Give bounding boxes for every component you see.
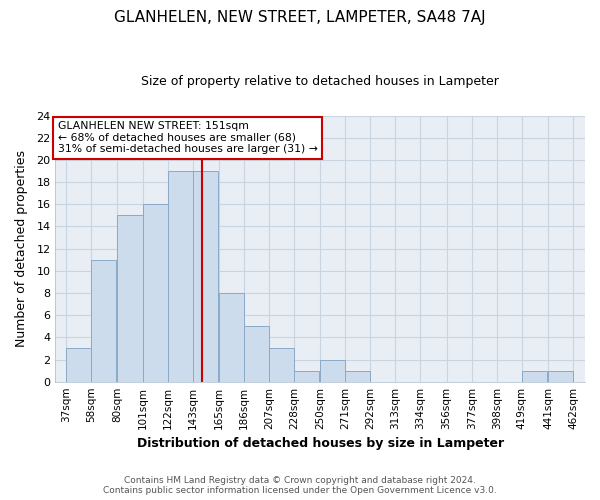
Bar [522, 370, 547, 382]
Bar [294, 370, 319, 382]
Text: GLANHELEN NEW STREET: 151sqm
← 68% of detached houses are smaller (68)
31% of se: GLANHELEN NEW STREET: 151sqm ← 68% of de… [58, 121, 318, 154]
Y-axis label: Number of detached properties: Number of detached properties [15, 150, 28, 347]
Bar [118, 216, 143, 382]
Bar [66, 348, 91, 382]
Bar [91, 260, 116, 382]
Bar [244, 326, 269, 382]
Bar [143, 204, 167, 382]
Bar [269, 348, 294, 382]
Bar [345, 370, 370, 382]
Title: Size of property relative to detached houses in Lampeter: Size of property relative to detached ho… [141, 75, 499, 88]
Bar [320, 360, 345, 382]
Bar [219, 293, 244, 382]
Bar [193, 171, 218, 382]
Text: Contains HM Land Registry data © Crown copyright and database right 2024.
Contai: Contains HM Land Registry data © Crown c… [103, 476, 497, 495]
Text: GLANHELEN, NEW STREET, LAMPETER, SA48 7AJ: GLANHELEN, NEW STREET, LAMPETER, SA48 7A… [114, 10, 486, 25]
Bar [167, 171, 193, 382]
Bar [548, 370, 573, 382]
X-axis label: Distribution of detached houses by size in Lampeter: Distribution of detached houses by size … [137, 437, 504, 450]
